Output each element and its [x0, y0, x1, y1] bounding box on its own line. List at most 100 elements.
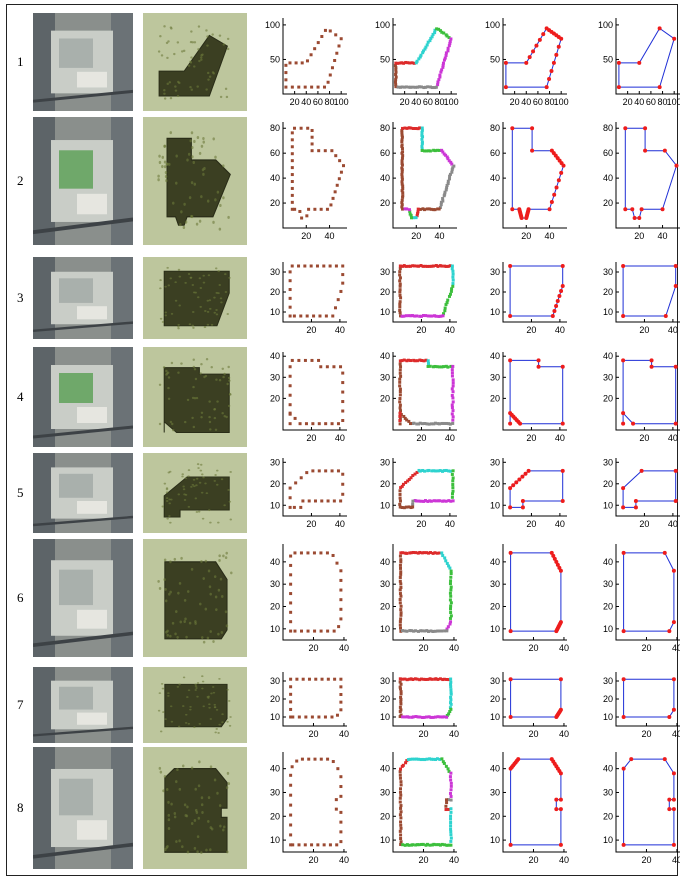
segment-point: [398, 422, 402, 426]
segment-point: [435, 757, 439, 761]
segment-point: [403, 207, 407, 211]
segment-point: [420, 314, 424, 318]
boundary-point: [295, 759, 299, 763]
segment-point: [449, 781, 453, 785]
segment-point: [426, 499, 430, 503]
corner-point: [523, 471, 528, 476]
corner-point: [632, 216, 637, 221]
y-tick-label: 20: [270, 811, 280, 821]
segment-point: [426, 359, 430, 363]
segment-point: [400, 506, 404, 510]
segment-point: [425, 43, 429, 47]
boundary-point: [334, 798, 338, 802]
axes: [282, 458, 347, 517]
boundary-point: [341, 409, 345, 413]
axes: [502, 18, 567, 95]
segment-point: [429, 629, 433, 633]
corner-point: [671, 620, 676, 625]
segment-point: [398, 419, 402, 423]
segment-point: [404, 85, 408, 89]
segment-point: [447, 678, 451, 682]
segment-point: [408, 209, 412, 213]
boundary-point: [289, 629, 293, 633]
segment-point: [447, 422, 451, 426]
segment-point: [410, 757, 414, 761]
segment-point: [398, 403, 402, 407]
boundary-point: [339, 588, 343, 592]
plot-regularized-outline: 10 20 30 20 40: [490, 262, 567, 335]
segment-point: [428, 499, 432, 503]
corner-point: [541, 32, 546, 37]
segment-point: [398, 773, 402, 777]
segment-point: [448, 566, 452, 570]
plot-segmented-boundary: 10 20 30 20 40: [380, 457, 457, 529]
segment-point: [411, 499, 415, 503]
segment-point: [401, 150, 405, 154]
plot-boundary-points: 20 40 60 80 20 40: [270, 122, 347, 241]
corner-point: [643, 148, 648, 153]
segment-point: [407, 677, 411, 681]
boundary-point: [288, 486, 292, 490]
segment-point: [420, 422, 424, 426]
segment-point: [398, 311, 402, 315]
boundary-point: [310, 715, 314, 719]
segment-point: [446, 49, 450, 53]
segment-point: [398, 829, 402, 833]
segment-point: [399, 586, 403, 590]
plot-regularized-outline: 10 20 30 20 40: [490, 672, 569, 739]
segment-point: [415, 59, 419, 63]
y-tick-label: 10: [270, 624, 280, 634]
segment-point: [445, 715, 449, 719]
boundary-point: [341, 400, 345, 404]
boundary-point: [341, 492, 345, 496]
boundary-point: [299, 476, 303, 480]
boundary-point: [333, 190, 337, 194]
y-tick-label: 30: [380, 372, 390, 382]
segment-point: [399, 820, 403, 824]
segment-point: [438, 551, 442, 555]
segment-point: [449, 620, 453, 624]
x-tick-label: 20: [641, 643, 651, 653]
boundary-point: [328, 264, 332, 268]
y-tick-label: 10: [270, 835, 280, 845]
aerial-photo: [33, 667, 133, 743]
segment-point: [431, 757, 435, 761]
y-tick-label: 20: [603, 694, 613, 704]
y-tick-label: 80: [490, 123, 500, 133]
boundary-point: [326, 80, 330, 84]
segment-point: [430, 86, 434, 90]
boundary-point: [312, 314, 316, 318]
segment-point: [439, 203, 443, 207]
boundary-point: [291, 843, 295, 847]
y-tick-label: 60: [490, 148, 500, 158]
segment-point: [399, 804, 403, 808]
segment-point: [398, 677, 402, 681]
segment-point: [425, 715, 429, 719]
boundary-point: [328, 843, 332, 847]
segment-point: [449, 685, 453, 689]
segment-point: [400, 175, 404, 179]
segment-point: [400, 143, 404, 147]
boundary-point: [317, 358, 321, 362]
x-tick-label: 20: [521, 231, 531, 241]
segment-point: [448, 706, 452, 710]
segment-point: [450, 162, 454, 166]
row-label: 2: [17, 173, 24, 188]
segment-point: [403, 629, 407, 633]
boundary-point: [290, 200, 294, 204]
segment-point: [440, 551, 444, 555]
segment-point: [421, 264, 425, 268]
y-tick-label: 20: [380, 393, 390, 403]
segment-point: [435, 27, 439, 31]
y-tick-label: 20: [490, 694, 500, 704]
y-tick-label: 30: [270, 372, 280, 382]
segment-point: [418, 55, 422, 59]
segment-point: [433, 421, 437, 425]
boundary-point: [326, 677, 330, 681]
corner-point: [555, 299, 560, 303]
boundary-point: [289, 685, 293, 689]
segment-point: [415, 314, 419, 318]
y-tick-label: 10: [490, 624, 500, 634]
y-tick-label: 20: [490, 393, 500, 403]
segment-point: [448, 791, 452, 795]
